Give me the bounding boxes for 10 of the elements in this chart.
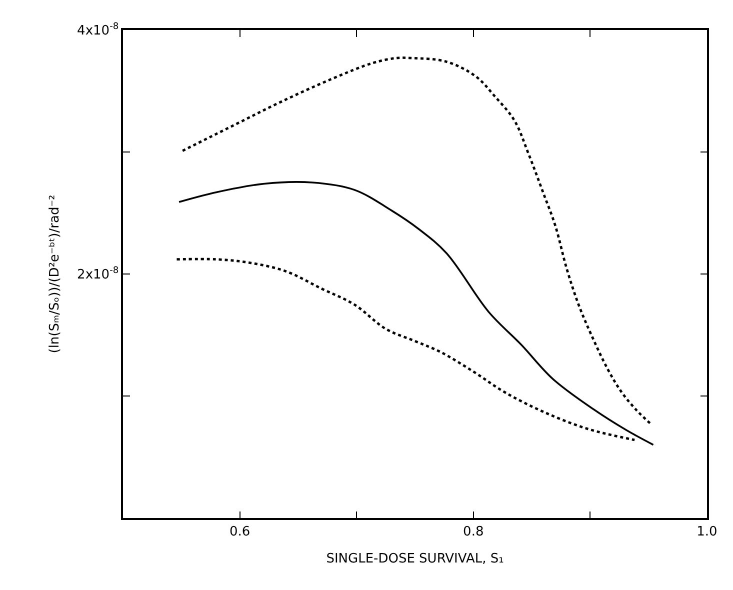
x-tick-label: 0.6 xyxy=(229,524,250,540)
x-tick-label: 1.0 xyxy=(696,524,718,540)
x-tick-label: 0.8 xyxy=(463,524,484,540)
line-series xyxy=(176,258,636,442)
y-axis-title: (ln(Sₘ/Sₒ))/(D²e⁻ᵇᵗ)/rad⁻² xyxy=(48,194,63,354)
line-series xyxy=(181,56,652,426)
x-axis-title: SINGLE-DOSE SURVIVAL, S₁ xyxy=(326,551,504,566)
y-tick-label: 4x10$^{-8}$ xyxy=(77,22,119,39)
y-tick-label: 2x10$^{-8}$ xyxy=(77,266,119,283)
line-series xyxy=(178,181,654,446)
